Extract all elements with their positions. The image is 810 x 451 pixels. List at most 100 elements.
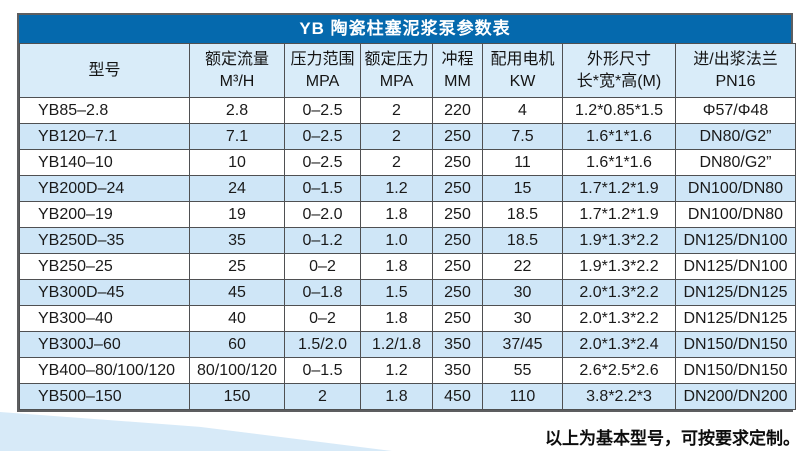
table-cell: YB85–2.8: [19, 97, 190, 124]
table-cell: 1.5: [360, 279, 433, 306]
table-cell: 250: [432, 123, 483, 150]
table-cell: 1.0: [360, 227, 433, 254]
column-header-stroke: 冲程 MM: [432, 43, 483, 98]
column-header-flange: 进/出浆法兰 PN16: [675, 43, 796, 98]
table-cell: 2: [360, 149, 433, 176]
table-row: YB500–150 150 2 1.8 450 110 3.8*2.2*3 DN200/DN2…: [19, 383, 796, 410]
table-cell: 3.8*2.2*3: [562, 383, 676, 410]
column-header-rated-pressure: 额定压力 MPA: [360, 43, 433, 98]
table-cell: 0–2.0: [284, 201, 361, 228]
table-row: YB300–40 40 0–2 1.8 250 30 2.0*1.3*2.2 DN125/DN…: [19, 305, 796, 332]
table-body: YB85–2.8 2.8 0–2.5 2 220 4 1.2*0.85*1.5 Φ57/Φ48…: [19, 97, 796, 410]
table-cell: 11: [482, 149, 563, 176]
table-cell: 1.6*1*1.6: [562, 123, 676, 150]
table-cell: 2.0*1.3*2.4: [562, 331, 676, 358]
table-cell: 0–1.5: [284, 175, 361, 202]
header-unit: PN16: [715, 72, 756, 90]
header-label: 配用电机: [490, 50, 555, 68]
table-cell: YB300D–45: [19, 279, 190, 306]
decorative-wedge: [0, 412, 392, 451]
table-cell: YB120–7.1: [19, 123, 190, 150]
table-cell: DN150/DN150: [675, 357, 796, 384]
parameters-table: 型号 额定流量 M³/H 压力范围 MPA 额定压力 MPA: [19, 43, 796, 410]
table-row: YB120–7.1 7.1 0–2.5 2 250 7.5 1.6*1*1.6 DN80/G2…: [19, 123, 796, 150]
table-cell: 1.8: [360, 383, 433, 410]
table-cell: 1.7*1.2*1.9: [562, 201, 676, 228]
header-unit: MPA: [305, 72, 340, 90]
table-cell: 1.9*1.3*2.2: [562, 227, 676, 254]
table-row: YB140–10 10 0–2.5 2 250 11 1.6*1*1.6 DN80/G2”: [19, 149, 796, 176]
spec-table: YB 陶瓷柱塞泥浆泵参数表 型号 额定流量 M³/H: [17, 13, 796, 412]
table-cell: 110: [482, 383, 563, 410]
table-cell: 0–1.5: [284, 357, 361, 384]
table-cell: 2: [284, 383, 361, 410]
table-cell: 2.0*1.3*2.2: [562, 279, 676, 306]
table-row: YB200D–24 24 0–1.5 1.2 250 15 1.7*1.2*1.9 DN100…: [19, 175, 796, 202]
table-cell: 30: [482, 305, 563, 332]
table-title: YB 陶瓷柱塞泥浆泵参数表: [19, 15, 791, 43]
table-cell: DN150/DN150: [675, 331, 796, 358]
table-row: YB400–80/100/120 80/100/120 0–1.5 1.2 350 55 2…: [19, 357, 796, 384]
header-row: 型号 额定流量 M³/H 压力范围 MPA 额定压力 MPA: [19, 43, 796, 98]
table-cell: DN125/DN100: [675, 253, 796, 280]
table-cell: 0–2.5: [284, 97, 361, 124]
table-cell: YB300J–60: [19, 331, 190, 358]
header-label: 型号: [88, 61, 121, 79]
table-cell: 24: [189, 175, 285, 202]
header-unit: KW: [509, 72, 536, 90]
table-cell: 40: [189, 305, 285, 332]
table-cell: 1.2: [360, 357, 433, 384]
column-header-model: 型号: [19, 43, 190, 98]
table-cell: 0–2.5: [284, 149, 361, 176]
table-cell: 0–1.2: [284, 227, 361, 254]
table-cell: DN100/DN80: [675, 175, 796, 202]
table-cell: 250: [432, 175, 483, 202]
table-cell: YB500–150: [19, 383, 190, 410]
table-cell: 0–2: [284, 305, 361, 332]
table-cell: 0–2.5: [284, 123, 361, 150]
table-cell: 1.8: [360, 305, 433, 332]
table-cell: 7.5: [482, 123, 563, 150]
table-cell: 2.8: [189, 97, 285, 124]
table-header: 型号 额定流量 M³/H 压力范围 MPA 额定压力 MPA: [19, 43, 796, 98]
header-label: 进/出浆法兰: [693, 50, 778, 68]
table-cell: YB140–10: [19, 149, 190, 176]
footnote: 以上为基本型号，可按要求定制。: [545, 429, 800, 448]
table-cell: YB400–80/100/120: [19, 357, 190, 384]
header-label: 压力范围: [290, 50, 355, 68]
table-cell: 18.5: [482, 227, 563, 254]
table-cell: 250: [432, 279, 483, 306]
table-cell: 250: [432, 201, 483, 228]
table-cell: YB200–19: [19, 201, 190, 228]
table-cell: 35: [189, 227, 285, 254]
table-cell: YB200D–24: [19, 175, 190, 202]
column-header-rated-flow: 额定流量 M³/H: [189, 43, 285, 98]
table-cell: YB300–40: [19, 305, 190, 332]
table-row: YB300D–45 45 0–1.8 1.5 250 30 2.0*1.3*2.2 DN125…: [19, 279, 796, 306]
table-cell: 45: [189, 279, 285, 306]
table-cell: 1.8: [360, 201, 433, 228]
table-cell: 55: [482, 357, 563, 384]
table-row: YB250D–35 35 0–1.2 1.0 250 18.5 1.9*1.3*2.2 DN1…: [19, 227, 796, 254]
header-unit: 长*宽*高(M): [576, 72, 662, 90]
header-label: 额定流量: [204, 50, 269, 68]
table-cell: DN100/DN80: [675, 201, 796, 228]
table-row: YB200–19 19 0–2.0 1.8 250 18.5 1.7*1.2*1.9 DN10…: [19, 201, 796, 228]
header-label: 外形尺寸: [586, 50, 651, 68]
table-cell: Φ57/Φ48: [675, 97, 796, 124]
table-cell: 1.2/1.8: [360, 331, 433, 358]
table-cell: YB250–25: [19, 253, 190, 280]
table-cell: 1.5/2.0: [284, 331, 361, 358]
table-cell: 19: [189, 201, 285, 228]
table-cell: 250: [432, 253, 483, 280]
table-cell: 2.0*1.3*2.2: [562, 305, 676, 332]
table-cell: 15: [482, 175, 563, 202]
table-cell: 250: [432, 149, 483, 176]
table-cell: 350: [432, 331, 483, 358]
column-header-motor-power: 配用电机 KW: [482, 43, 563, 98]
table-cell: 350: [432, 357, 483, 384]
table-cell: DN80/G2”: [675, 149, 796, 176]
table-cell: 0–1.8: [284, 279, 361, 306]
table-row: YB250–25 25 0–2 1.8 250 22 1.9*1.3*2.2 DN125/DN…: [19, 253, 796, 280]
table-cell: DN125/DN125: [675, 305, 796, 332]
